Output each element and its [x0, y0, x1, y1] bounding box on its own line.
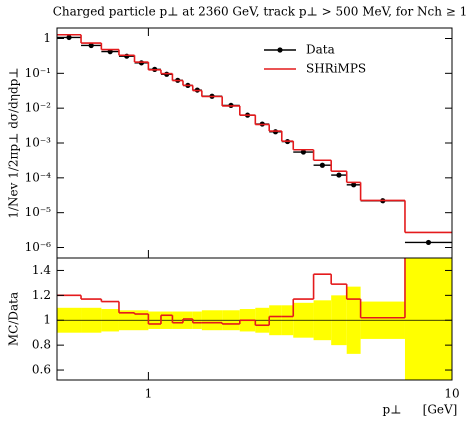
x-axis-unit: [GeV] — [423, 403, 458, 417]
ratio-axis-label: MC/Data — [7, 292, 21, 346]
data-point — [66, 34, 72, 41]
x-tick-label: 10 — [444, 387, 459, 401]
y-tick-label: 10⁻⁵ — [25, 205, 52, 219]
y-axis-label: 1/Nev 1/2πp⊥ dσ/dηdp⊥ — [7, 67, 21, 218]
legend-label: Data — [306, 43, 335, 57]
plot-area — [57, 33, 452, 246]
y-tick-label: 10⁻⁴ — [25, 170, 52, 184]
data-point — [88, 42, 94, 49]
y-tick-label: 1.4 — [32, 263, 51, 277]
data-point — [319, 162, 325, 168]
y-tick-label: 0.6 — [32, 363, 51, 377]
y-tick-label: 10⁻¹ — [25, 66, 51, 80]
y-tick-label: 10⁻³ — [25, 136, 52, 150]
chart-title: Charged particle p⊥ at 2360 GeV, track p… — [53, 5, 467, 19]
data-point — [336, 172, 342, 178]
plot-frame — [56, 257, 453, 381]
y-tick-label: 10⁻⁶ — [25, 240, 52, 254]
data-point — [351, 182, 357, 188]
legend-label: SHRiMPS — [306, 62, 366, 76]
y-tick-label: 1 — [43, 313, 51, 327]
plot-frame — [56, 27, 453, 259]
x-axis-label: p⊥ — [383, 403, 402, 417]
y-tick-label: 1 — [43, 31, 51, 45]
uncertainty-band — [404, 258, 452, 380]
data-point — [300, 149, 307, 155]
y-tick-label: 1.2 — [32, 288, 51, 302]
y-tick-label: 10⁻² — [25, 101, 52, 115]
x-tick-label: 1 — [145, 387, 153, 401]
legend-marker — [277, 47, 283, 53]
y-tick-label: 0.8 — [32, 338, 51, 352]
data-point — [124, 53, 130, 59]
plot-area — [57, 258, 452, 380]
data-point — [425, 239, 432, 246]
